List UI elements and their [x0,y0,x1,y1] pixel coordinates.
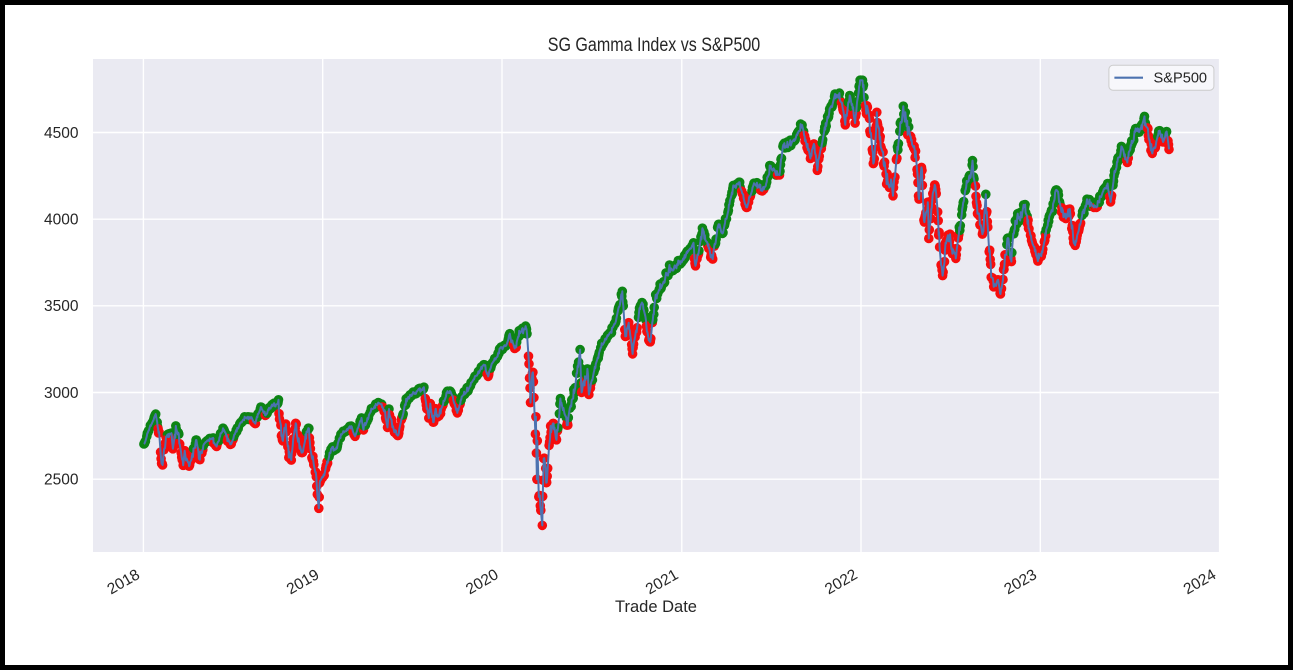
svg-text:3000: 3000 [44,385,79,402]
svg-text:2500: 2500 [44,472,79,489]
svg-text:S&P500: S&P500 [1154,71,1208,87]
svg-text:4500: 4500 [44,125,79,142]
svg-text:SG Gamma Index vs S&P500: SG Gamma Index vs S&P500 [548,35,761,56]
svg-text:3500: 3500 [44,298,79,315]
svg-text:4000: 4000 [44,212,79,229]
svg-text:Trade Date: Trade Date [615,598,697,616]
